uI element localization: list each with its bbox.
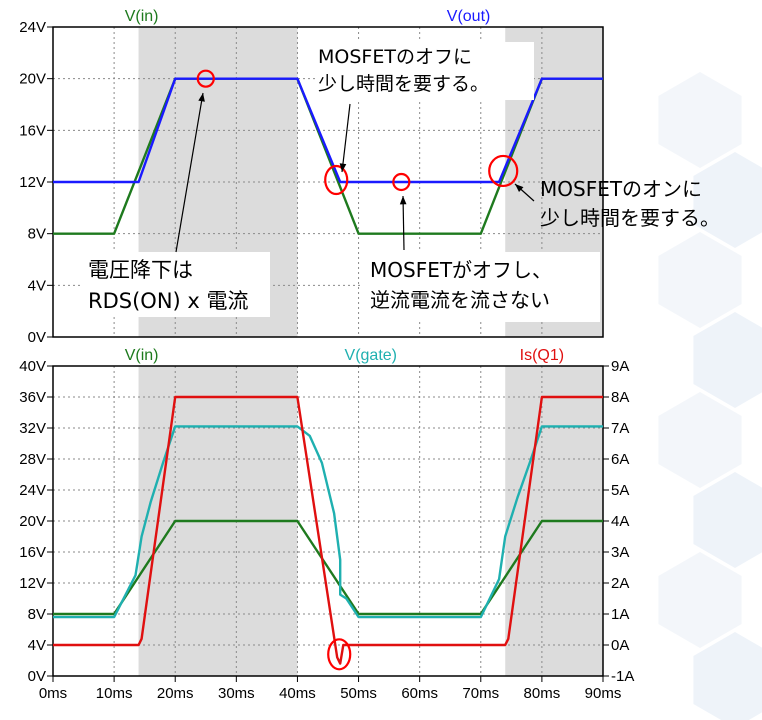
background-hexagon: [658, 72, 742, 168]
background-hexagon: [658, 392, 742, 488]
y-tick-label: 8V: [28, 606, 46, 623]
background-hexagon: [658, 232, 742, 328]
y2-tick-label: 8A: [611, 389, 629, 406]
y2-tick-label: 3A: [611, 544, 629, 561]
background-hexagon: [693, 312, 762, 408]
annotation-backdrop: [80, 252, 270, 317]
y2-tick-label: 1A: [611, 606, 629, 623]
background-decoration: [658, 72, 762, 720]
annotation-mosfet-off-line: MOSFETのオフに: [318, 46, 472, 68]
y-tick-label: 12V: [19, 174, 46, 191]
annotation-arrowhead: [198, 93, 205, 102]
annotation-arrow: [341, 103, 351, 173]
annotation-mosfet-off-line: 少し時間を要する。: [318, 73, 489, 95]
y-tick-label: 16V: [19, 122, 46, 139]
y2-tick-label: -1A: [611, 668, 634, 685]
y2-tick-label: 2A: [611, 575, 629, 592]
x-tick-label: 80ms: [524, 685, 561, 702]
background-hexagon: [693, 632, 762, 720]
annotation-arrow: [402, 195, 405, 251]
y2-tick-label: 7A: [611, 420, 629, 437]
y-tick-label: 24V: [19, 482, 46, 499]
y-tick-label: 20V: [19, 513, 46, 530]
y-tick-label: 36V: [19, 389, 46, 406]
y-tick-label: 0V: [28, 329, 46, 346]
x-tick-label: 50ms: [340, 685, 377, 702]
y2-tick-label: 4A: [611, 513, 629, 530]
annotation-mosfet-off: MOSFETのオフに少し時間を要する。: [318, 46, 489, 95]
annotation-arrowhead: [399, 196, 407, 205]
y2-tick-label: 9A: [611, 358, 629, 375]
annotation-backdrop: [316, 42, 534, 100]
y2-tick-label: 0A: [611, 637, 629, 654]
annotation-voltage-drop: 電圧降下は RDS(ON) x 電流: [88, 258, 249, 313]
series-line: [53, 395, 603, 665]
x-tick-label: 0ms: [39, 685, 67, 702]
x-tick-label: 40ms: [279, 685, 316, 702]
annotation-backdrop: [362, 252, 600, 322]
y-tick-label: 4V: [28, 277, 46, 294]
y-tick-label: 40V: [19, 358, 46, 375]
y-tick-label: 24V: [19, 19, 46, 36]
highlight-circle: [327, 638, 352, 671]
x-tick-label: 10ms: [96, 685, 133, 702]
x-tick-label: 60ms: [401, 685, 438, 702]
y-tick-label: 28V: [19, 451, 46, 468]
y-tick-label: 12V: [19, 575, 46, 592]
legend-label: V(out): [447, 8, 491, 25]
annotation-arrow: [175, 92, 204, 253]
legend-label: V(in): [125, 8, 159, 25]
annotation-voltage-drop-line: RDS(ON) x 電流: [88, 289, 249, 313]
highlight-circle: [488, 154, 519, 188]
annotation-mosfet-on-line: MOSFETのオンに: [540, 177, 702, 201]
x-tick-label: 20ms: [157, 685, 194, 702]
legend-label: V(gate): [345, 347, 397, 364]
background-hexagon: [693, 152, 762, 248]
background-hexagon: [658, 552, 742, 648]
annotation-arrowhead: [339, 163, 347, 172]
highlight-circle: [392, 172, 411, 192]
annotation-reverse-block-line: MOSFETがオフし、: [370, 258, 552, 282]
highlight-circle: [324, 164, 349, 196]
series-line: [53, 425, 603, 619]
y-tick-label: 8V: [28, 226, 46, 243]
y2-tick-label: 6A: [611, 451, 629, 468]
y2-tick-label: 5A: [611, 482, 629, 499]
y-tick-label: 4V: [28, 637, 46, 654]
legend-label: V(in): [125, 347, 159, 364]
annotation-reverse-block-line: 逆流電流を流さない: [370, 288, 550, 312]
series-line: [53, 77, 603, 184]
annotation-mosfet-on-line: 少し時間を要する。: [540, 206, 720, 230]
annotation-voltage-drop-line: 電圧降下は: [88, 258, 193, 282]
legend-label: Is(Q1): [520, 347, 564, 364]
annotation-arrowhead: [515, 184, 524, 193]
background-hexagon: [693, 472, 762, 568]
x-tick-label: 90ms: [585, 685, 622, 702]
annotation-reverse-block: MOSFETがオフし、逆流電流を流さない: [370, 258, 552, 312]
x-tick-label: 30ms: [218, 685, 255, 702]
y-tick-label: 16V: [19, 544, 46, 561]
y-tick-label: 32V: [19, 420, 46, 437]
highlight-circle: [196, 69, 215, 88]
bottom-chart: 0V 4V 8V 12V 16V 20V 24V 28V 32V 36V 40V -1A 0A 1A 2A 3…: [19, 347, 634, 702]
annotation-mosfet-on: MOSFETのオンに少し時間を要する。: [540, 177, 720, 230]
y-tick-label: 0V: [28, 668, 46, 685]
x-tick-label: 70ms: [462, 685, 499, 702]
y-tick-label: 20V: [19, 71, 46, 88]
